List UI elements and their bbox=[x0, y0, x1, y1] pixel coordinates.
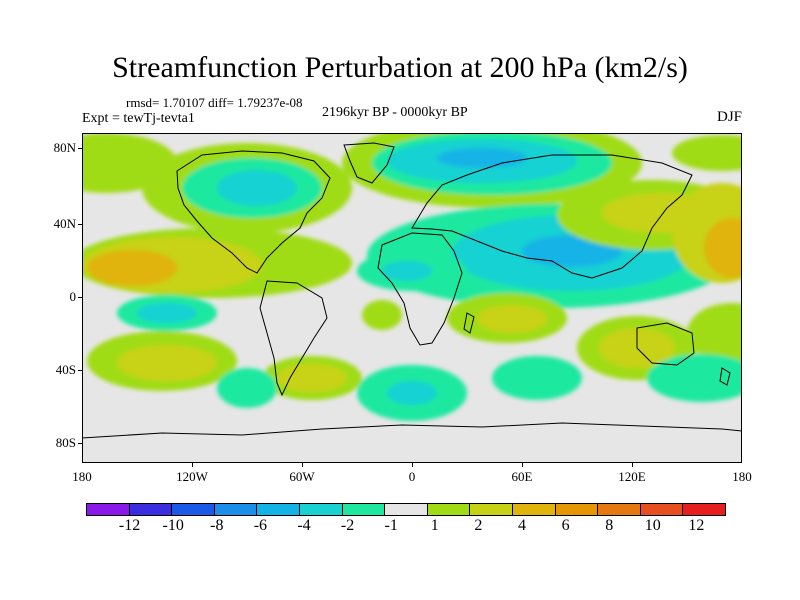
colorbar-label: 10 bbox=[644, 517, 661, 534]
field-blob bbox=[362, 300, 402, 330]
colorbar-box bbox=[298, 503, 343, 516]
lat-label-80s: 80S bbox=[55, 435, 76, 450]
colorbar-box bbox=[682, 503, 726, 516]
lat-label-40n: 40N bbox=[53, 216, 76, 231]
colorbar-box bbox=[426, 503, 471, 516]
colorbar-label: -2 bbox=[340, 517, 355, 534]
field-blob bbox=[137, 303, 197, 323]
south-america-coast bbox=[259, 280, 328, 397]
lon-label-180e: 180 bbox=[732, 469, 752, 484]
field-blob bbox=[672, 135, 742, 171]
lon-tick bbox=[412, 463, 413, 467]
field-blob bbox=[437, 148, 527, 168]
chart-title: Streamfunction Perturbation at 200 hPa (… bbox=[112, 51, 688, 84]
field-blob bbox=[87, 250, 177, 286]
colorbar-label: 6 bbox=[561, 517, 570, 534]
lon-tick bbox=[192, 463, 193, 467]
colorbar-box bbox=[597, 503, 641, 516]
experiment-label: Expt = tewTj-tevta1 bbox=[82, 111, 195, 126]
map-canvas bbox=[82, 133, 742, 439]
colorbar-box bbox=[86, 503, 130, 516]
field-blob bbox=[647, 354, 742, 402]
lon-label-180w: 180 bbox=[72, 469, 92, 484]
lat-tick bbox=[78, 297, 82, 298]
colorbar-label: 4 bbox=[518, 517, 526, 534]
lon-label-120e: 120E bbox=[618, 469, 646, 484]
colorbar-label: 2 bbox=[474, 517, 483, 534]
colorbar-label: 8 bbox=[605, 517, 614, 534]
field-blob bbox=[704, 218, 742, 278]
lat-tick bbox=[78, 148, 82, 149]
coastlines bbox=[82, 142, 742, 439]
colorbar-label: -8 bbox=[210, 517, 224, 534]
colorbar-box bbox=[171, 503, 215, 516]
colorbar-box bbox=[554, 503, 599, 516]
greenland-coast bbox=[343, 142, 395, 184]
statistics-line: rmsd= 1.70107 diff= 1.79237e-08 bbox=[126, 95, 303, 110]
period-label: 2196kyr BP - 0000kyr BP bbox=[322, 105, 468, 120]
field-blob bbox=[687, 303, 742, 363]
field-blob bbox=[477, 305, 547, 333]
colorbar-label: 12 bbox=[688, 517, 705, 534]
colorbar-label: -12 bbox=[118, 517, 141, 534]
colorbar bbox=[86, 503, 726, 516]
contour-fills bbox=[82, 133, 742, 421]
lon-tick bbox=[632, 463, 633, 467]
field-blob bbox=[217, 170, 297, 206]
colorbar-label: -1 bbox=[384, 517, 398, 534]
lat-tick bbox=[78, 370, 82, 371]
lat-label-40s: 40S bbox=[55, 362, 76, 377]
lat-label-0: 0 bbox=[69, 289, 77, 304]
field-blob bbox=[82, 133, 177, 193]
lat-tick bbox=[78, 443, 82, 444]
colorbar-label: -10 bbox=[162, 517, 184, 534]
lat-tick bbox=[78, 224, 82, 225]
colorbar-box bbox=[384, 503, 428, 516]
africa-coast bbox=[377, 232, 463, 346]
field-blob bbox=[382, 261, 432, 281]
australia-coast bbox=[636, 322, 695, 366]
field-blob bbox=[277, 364, 347, 392]
north-america-coast bbox=[176, 150, 331, 274]
colorbar-box bbox=[341, 503, 386, 516]
field-blob bbox=[387, 381, 437, 405]
colorbar-box bbox=[469, 503, 513, 516]
colorbar-box bbox=[511, 503, 556, 516]
lon-label-120w: 120W bbox=[176, 469, 208, 484]
colorbar-box bbox=[213, 503, 258, 516]
colorbar-box bbox=[128, 503, 173, 516]
antarctica-coast bbox=[82, 422, 742, 439]
lon-tick bbox=[522, 463, 523, 467]
colorbar-label: 1 bbox=[430, 517, 439, 534]
colorbar-box bbox=[639, 503, 684, 516]
lon-label-0: 0 bbox=[408, 469, 416, 484]
field-blob bbox=[117, 345, 217, 381]
colorbar-label: -6 bbox=[253, 517, 268, 534]
eurasia-coast bbox=[411, 154, 693, 279]
contour-map bbox=[82, 133, 742, 463]
lon-tick bbox=[302, 463, 303, 467]
colorbar-label: -4 bbox=[297, 517, 311, 534]
season-label: DJF bbox=[716, 109, 742, 125]
lon-label-60e: 60E bbox=[511, 469, 533, 484]
lon-label-60w: 60W bbox=[289, 469, 315, 484]
colorbar-box bbox=[256, 503, 300, 516]
new-zealand-coast bbox=[719, 367, 731, 386]
lat-label-80n: 80N bbox=[53, 140, 76, 155]
field-blob bbox=[492, 356, 582, 400]
madagascar-coast bbox=[463, 312, 475, 334]
field-blob bbox=[217, 368, 277, 408]
